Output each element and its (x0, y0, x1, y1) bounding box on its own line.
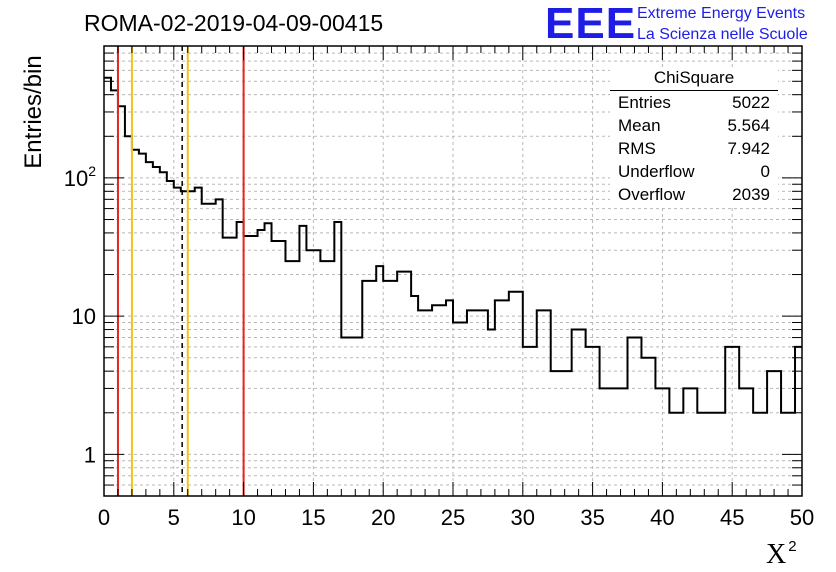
x-tick-label: 15 (301, 505, 325, 530)
histogram-line (104, 76, 802, 414)
y-tick-label: 102 (64, 163, 96, 191)
stats-box: ChiSquare Entries 5022 Mean 5.564 RMS 7.942… (610, 67, 778, 206)
stats-label: Overflow (618, 185, 686, 204)
stats-value: 0 (760, 162, 770, 181)
stats-value: 2039 (732, 185, 770, 204)
stats-row-rms: RMS 7.942 (610, 137, 778, 160)
y-tick-label: 10 (72, 304, 96, 329)
x-tick-label: 30 (511, 505, 535, 530)
eee-logo: EEE (545, 0, 637, 48)
logo-caption-line1: Extreme Energy Events (637, 5, 806, 22)
stats-row-overflow: Overflow 2039 (610, 183, 778, 206)
stats-row-entries: Entries 5022 (610, 91, 778, 114)
histogram-title: ROMA-02-2019-04-09-00415 (84, 10, 384, 36)
x-tick-label: 50 (790, 505, 814, 530)
x-tick-label: 10 (231, 505, 255, 530)
stats-label: Underflow (618, 162, 695, 181)
stats-value: 7.942 (727, 139, 770, 158)
x-tick-label: 45 (720, 505, 744, 530)
stats-row-mean: Mean 5.564 (610, 114, 778, 137)
stats-row-underflow: Underflow 0 (610, 160, 778, 183)
logo-caption-line2: La Scienza nelle Scuole (637, 26, 808, 43)
y-axis-label: Entries/bin (20, 55, 47, 169)
stats-value: 5022 (732, 93, 770, 112)
x-tick-label: 35 (580, 505, 604, 530)
logo-caption: Extreme Energy Events La Scienza nelle S… (637, 3, 808, 45)
x-tick-label: 40 (650, 505, 674, 530)
stats-title: ChiSquare (610, 67, 778, 91)
stats-label: RMS (618, 139, 656, 158)
x-tick-label: 25 (441, 505, 465, 530)
x-tick-label: 0 (98, 505, 110, 530)
x-tick-label: 20 (371, 505, 395, 530)
x-tick-label: 5 (168, 505, 180, 530)
stats-label: Entries (618, 93, 671, 112)
x-axis-label-base: X (766, 539, 787, 570)
x-axis-label-exponent: 2 (788, 538, 797, 555)
stats-label: Mean (618, 116, 661, 135)
stats-value: 5.564 (727, 116, 770, 135)
y-tick-label: 1 (84, 442, 96, 467)
